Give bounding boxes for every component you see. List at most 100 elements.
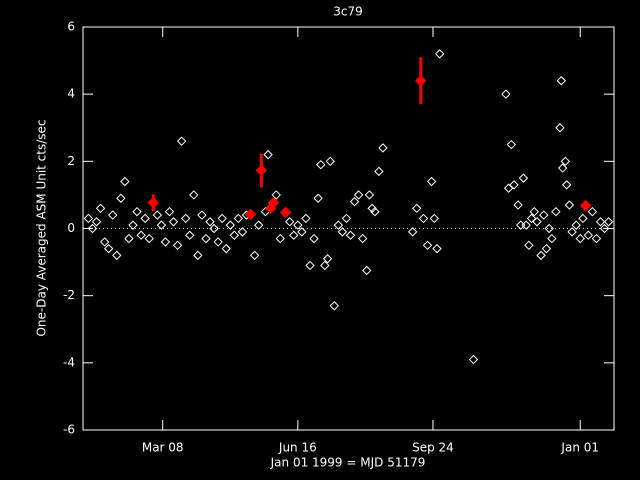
data-point [309,233,319,244]
data-point [201,233,211,244]
data-point [583,230,594,240]
data-point [176,136,187,146]
data-point [140,213,150,224]
data-point [160,237,171,247]
y-tick-label: -6 [63,423,75,437]
data-point [316,159,326,170]
data-point [83,213,94,224]
chart-title: 3c79 [333,5,363,19]
data-point [275,233,285,244]
data-point [209,223,219,234]
data-point [229,230,240,240]
data-point [412,203,422,214]
y-tick-label: 2 [67,154,75,168]
y-tick-label: 4 [67,87,75,101]
data-point [571,220,581,230]
data-point [213,237,223,247]
data-point [557,163,568,173]
data-point [325,156,335,167]
data-point [556,76,567,86]
data-point [378,143,388,153]
data-point [599,223,610,234]
data-point [285,217,295,227]
data-point [595,217,606,227]
data-point [524,240,534,250]
data-point [567,227,577,237]
data-point [156,220,167,230]
data-point [136,230,146,240]
data-point [132,207,142,217]
data-point [418,213,429,224]
data-point [279,206,292,219]
data-point [521,220,531,230]
data-point [518,173,529,183]
data-point [217,213,227,224]
data-point [364,190,375,200]
data-point [172,240,183,250]
data-point [112,250,122,261]
data-point [305,260,315,271]
data-point [237,227,248,237]
data-point [503,183,514,193]
data-point [255,164,268,177]
data-point [434,49,445,59]
data-point [370,207,380,217]
data-point [374,166,384,177]
data-point [333,220,344,230]
data-point [87,223,98,234]
data-point [357,233,368,244]
data-point [429,213,440,224]
data-point [341,213,352,224]
data-point [164,207,175,217]
data-point [509,180,519,190]
data-point [320,260,330,271]
data-point [99,237,110,247]
data-point [578,213,588,224]
data-point [526,213,537,224]
data-point [244,208,257,221]
data-point [233,213,244,224]
data-point [249,250,260,261]
data-point [337,227,348,237]
data-point [422,240,433,250]
data-point [267,196,280,209]
data-point [185,230,195,240]
data-point [362,265,372,276]
data-point [555,123,565,133]
data-point [579,199,592,212]
data-point [587,207,598,217]
data-point [293,220,303,230]
data-point [426,176,437,187]
data-point [551,207,561,217]
data-point [313,193,323,203]
data-point [225,220,235,230]
data-point [124,233,134,244]
data-point [221,243,231,254]
data-point [116,193,126,203]
data-point [322,254,333,264]
data-point [468,354,479,365]
y-tick-label: 0 [67,221,75,235]
data-point [120,176,130,187]
data-point [263,149,273,160]
data-point [544,223,554,234]
data-point [562,180,572,190]
data-point [95,203,106,214]
data-point [205,217,215,227]
data-point [271,190,281,200]
data-point [349,196,360,207]
data-point [103,243,114,254]
data-point [529,207,539,217]
data-point [591,233,602,244]
data-point [415,75,427,87]
data-point [432,243,442,254]
data-point [345,230,356,240]
data-point [128,220,138,230]
x-tick-label: Mar 08 [142,441,184,455]
data-point [564,200,575,210]
data-point [541,243,552,254]
data-point [147,196,159,209]
data-point [329,301,340,311]
data-point [603,217,614,227]
